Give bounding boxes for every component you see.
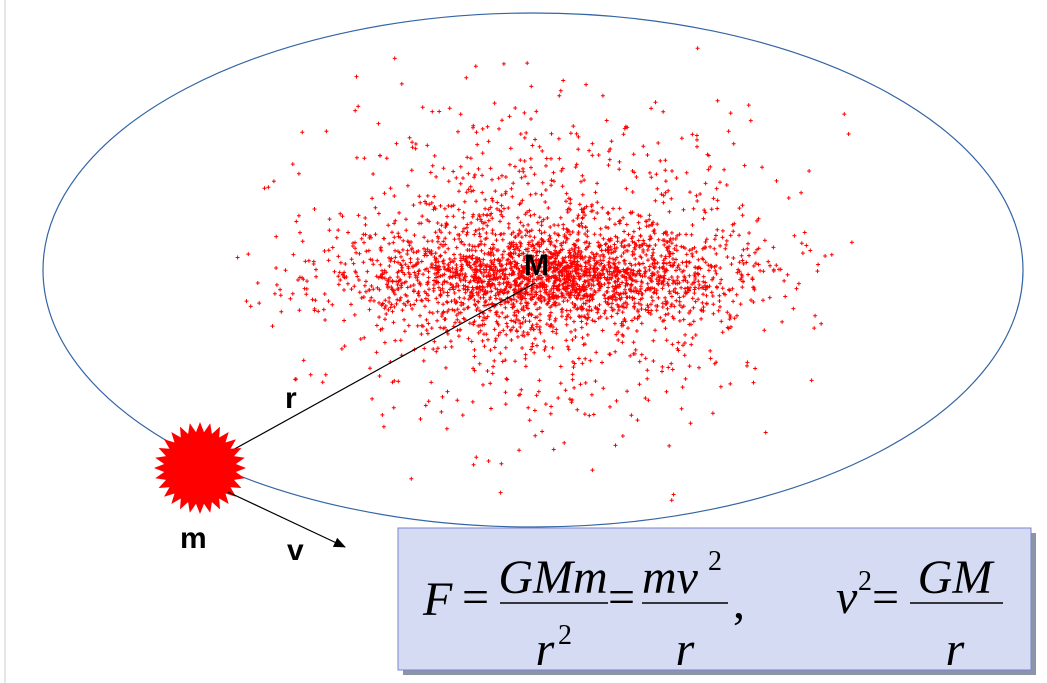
label-central-mass: M xyxy=(524,249,549,282)
formula-text: v xyxy=(836,571,858,624)
formula-text: r xyxy=(536,623,555,676)
formula-text: 2 xyxy=(558,620,572,651)
formula-text: r xyxy=(676,623,695,676)
velocity-arrow xyxy=(227,491,346,548)
formula-text: GMm xyxy=(498,551,607,604)
formula-text: 2 xyxy=(708,546,722,577)
star-field xyxy=(235,46,854,503)
formula-box xyxy=(397,527,1032,671)
formula-text: GM xyxy=(918,551,996,604)
orbit xyxy=(42,12,1024,528)
radius-arrow xyxy=(201,282,536,468)
formula-text: F xyxy=(422,573,453,626)
formula-text: r xyxy=(946,623,965,676)
label-orbiting-mass: m xyxy=(180,522,207,555)
formula-text: = xyxy=(608,571,635,624)
formula: F = GMm r 2 = mv 2 r , v 2 = GM r xyxy=(422,546,1003,676)
formula-text: 2 xyxy=(858,566,872,597)
formula-text: = xyxy=(462,571,489,624)
formula-text: , xyxy=(733,576,745,629)
label-velocity: v xyxy=(287,534,304,567)
formula-text: = xyxy=(872,571,899,624)
formula-text: mv xyxy=(642,551,699,604)
label-radius: r xyxy=(285,382,297,415)
orbiting-body xyxy=(154,422,246,514)
